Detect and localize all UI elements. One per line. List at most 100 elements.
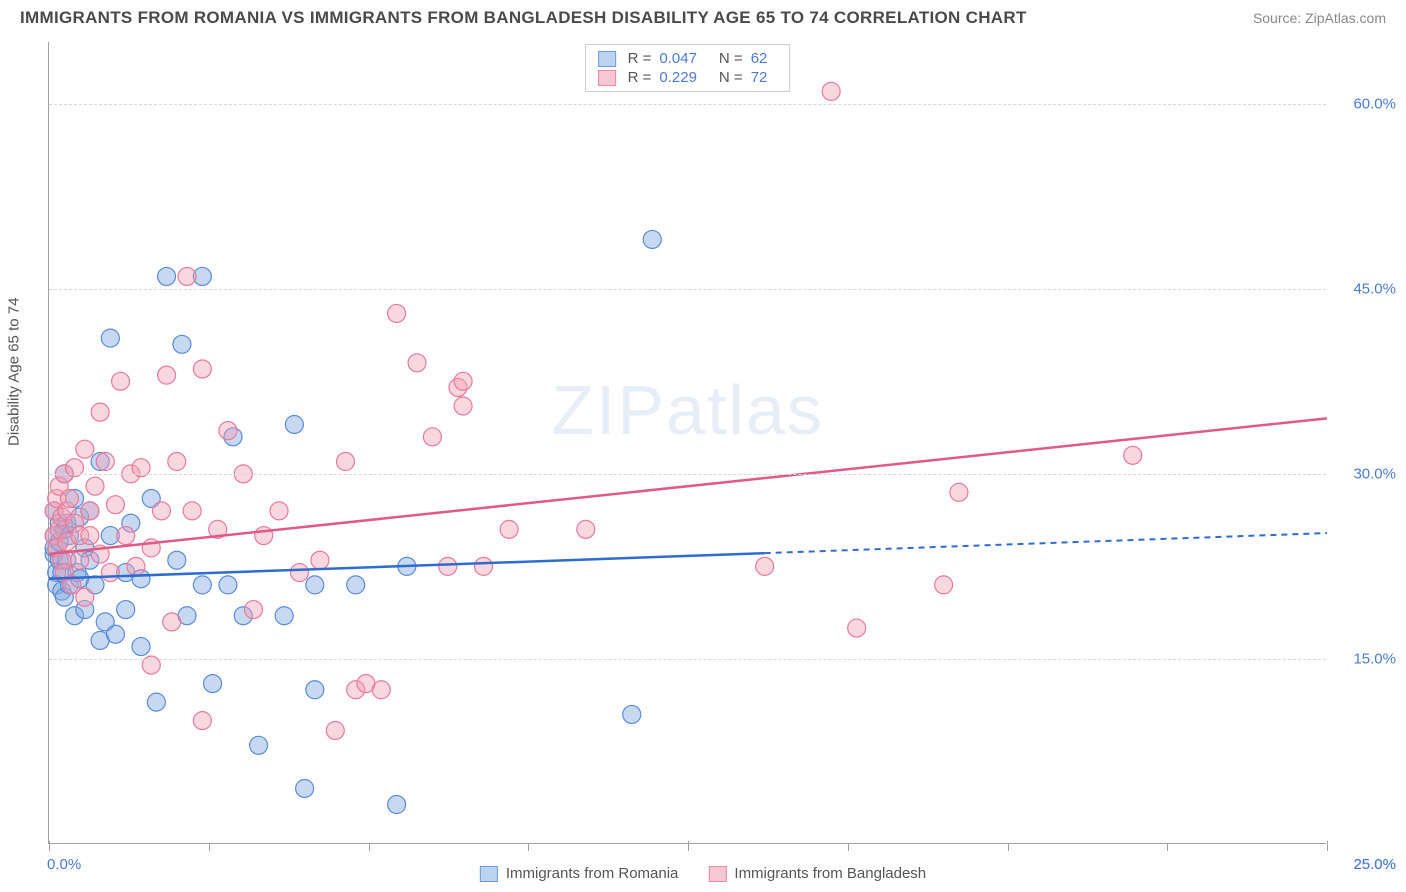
data-point: [101, 564, 119, 582]
data-point: [60, 490, 78, 508]
data-point: [255, 527, 273, 545]
data-point: [1124, 446, 1142, 464]
data-point: [577, 520, 595, 538]
data-point: [306, 681, 324, 699]
x-minor-tick: [1008, 843, 1009, 851]
data-point: [158, 366, 176, 384]
data-point: [372, 681, 390, 699]
data-point: [306, 576, 324, 594]
header: IMMIGRANTS FROM ROMANIA VS IMMIGRANTS FR…: [0, 0, 1406, 32]
data-point: [81, 527, 99, 545]
data-point: [326, 721, 344, 739]
x-minor-tick: [528, 843, 529, 851]
data-point: [106, 625, 124, 643]
gridline: [49, 474, 1326, 475]
data-point: [219, 422, 237, 440]
data-point: [311, 551, 329, 569]
data-point: [147, 693, 165, 711]
data-point: [183, 502, 201, 520]
data-point: [623, 705, 641, 723]
x-minor-tick: [369, 843, 370, 851]
data-point: [117, 527, 135, 545]
n-value: 62: [751, 50, 768, 67]
data-point: [935, 576, 953, 594]
data-point: [101, 329, 119, 347]
data-point: [244, 601, 262, 619]
data-point: [127, 557, 145, 575]
y-tick-label: 45.0%: [1336, 280, 1396, 297]
data-point: [193, 360, 211, 378]
data-point: [168, 551, 186, 569]
data-point: [950, 483, 968, 501]
stats-row: R =0.047N =62: [598, 49, 778, 68]
legend-item: Immigrants from Bangladesh: [708, 865, 926, 882]
legend-label: Immigrants from Romania: [506, 865, 679, 882]
r-label: R =: [628, 69, 652, 86]
series-swatch: [708, 866, 726, 882]
legend-item: Immigrants from Romania: [480, 865, 679, 882]
data-point: [643, 230, 661, 248]
data-point: [250, 736, 268, 754]
data-point: [439, 557, 457, 575]
data-point: [96, 453, 114, 471]
data-point: [336, 453, 354, 471]
data-point: [132, 638, 150, 656]
data-point: [285, 415, 303, 433]
series-swatch: [598, 70, 616, 86]
data-point: [423, 428, 441, 446]
gridline: [49, 659, 1326, 660]
data-point: [388, 796, 406, 814]
gridline: [49, 104, 1326, 105]
data-point: [454, 397, 472, 415]
data-point: [270, 502, 288, 520]
r-label: R =: [628, 50, 652, 67]
n-value: 72: [751, 69, 768, 86]
x-minor-tick: [209, 843, 210, 851]
data-point: [475, 557, 493, 575]
y-tick-label: 60.0%: [1336, 95, 1396, 112]
data-point: [756, 557, 774, 575]
data-point: [848, 619, 866, 637]
data-point: [106, 496, 124, 514]
gridline: [49, 289, 1326, 290]
page-title: IMMIGRANTS FROM ROMANIA VS IMMIGRANTS FR…: [20, 8, 1027, 28]
chart-area: ZIPatlas R =0.047N =62R =0.229N =72 15.0…: [48, 42, 1326, 844]
data-point: [219, 576, 237, 594]
data-point: [500, 520, 518, 538]
data-point: [454, 372, 472, 390]
y-axis-label: Disability Age 65 to 74: [6, 298, 23, 446]
data-point: [81, 502, 99, 520]
n-label: N =: [719, 50, 743, 67]
data-point: [112, 372, 130, 390]
stats-row: R = 0.229 N = 72: [598, 68, 778, 87]
data-point: [193, 576, 211, 594]
x-tick: [49, 841, 50, 851]
data-point: [152, 502, 170, 520]
x-tick: [688, 841, 689, 851]
data-point: [178, 267, 196, 285]
series-swatch: [598, 51, 616, 67]
r-value: 0.229: [659, 69, 697, 86]
data-point: [347, 576, 365, 594]
stats-legend: R =0.047N =62R =0.229N =72: [585, 44, 791, 92]
x-minor-tick: [1167, 843, 1168, 851]
data-point: [275, 607, 293, 625]
data-point: [117, 601, 135, 619]
data-point: [168, 453, 186, 471]
y-tick-label: 30.0%: [1336, 465, 1396, 482]
source-label: Source: ZipAtlas.com: [1253, 10, 1386, 26]
series-swatch: [480, 866, 498, 882]
data-point: [204, 675, 222, 693]
n-label: N =: [719, 69, 743, 86]
data-point: [76, 588, 94, 606]
data-point: [388, 304, 406, 322]
data-point: [296, 779, 314, 797]
data-point: [91, 403, 109, 421]
data-point: [193, 712, 211, 730]
trend-line-extrapolated: [765, 533, 1327, 553]
data-point: [71, 551, 89, 569]
x-tick-label: 0.0%: [47, 856, 81, 873]
legend-label: Immigrants from Bangladesh: [734, 865, 926, 882]
data-point: [173, 335, 191, 353]
data-point: [290, 564, 308, 582]
